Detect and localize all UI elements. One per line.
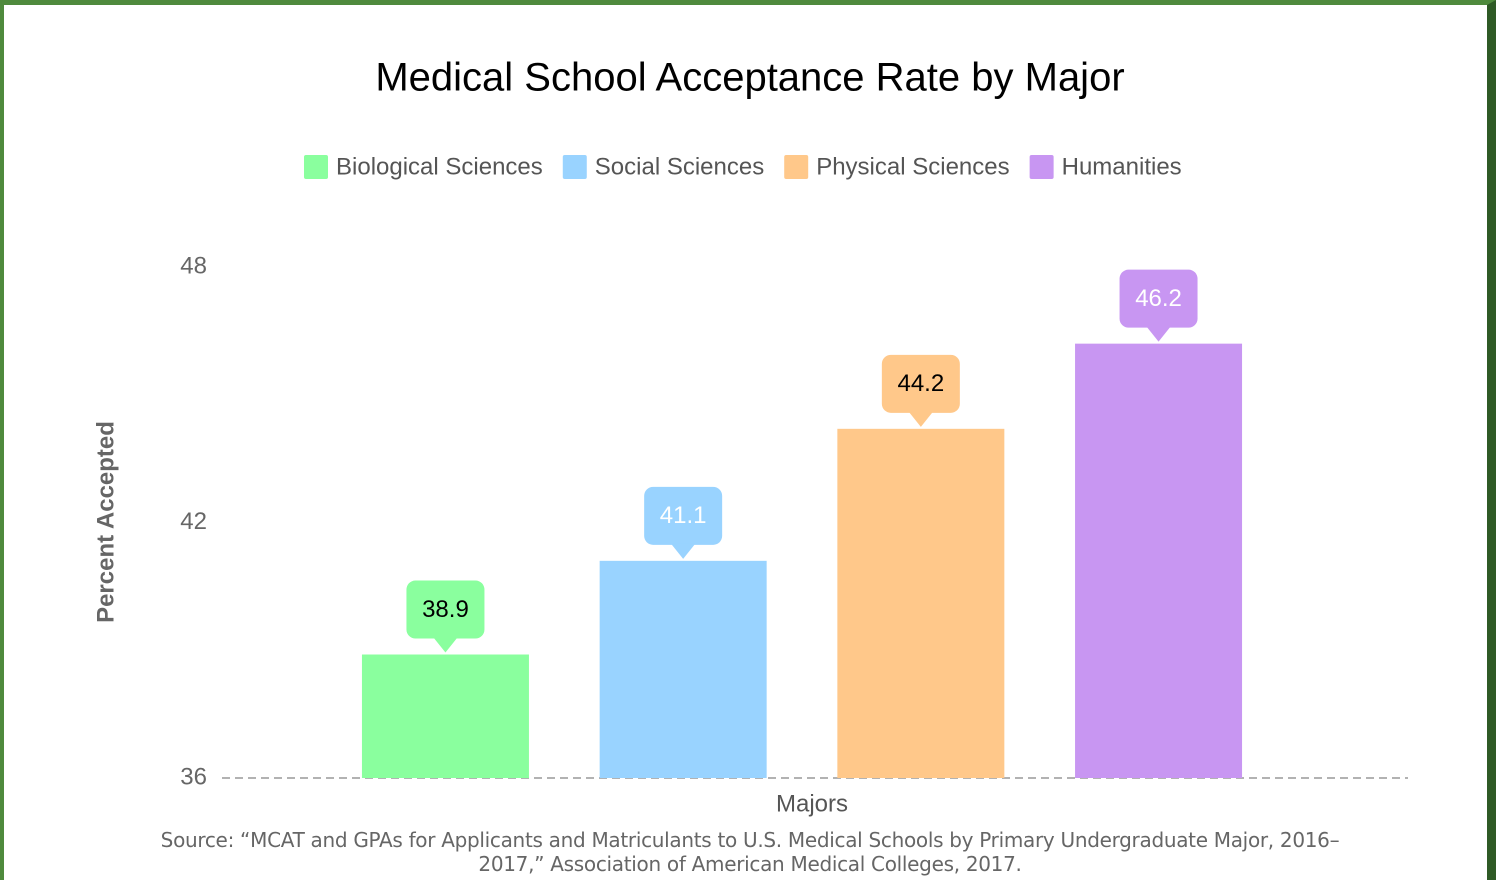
value-label: 38.9: [422, 596, 469, 623]
value-label: 46.2: [1135, 285, 1182, 312]
legend-label: Physical Sciences: [816, 153, 1009, 180]
bar: [361, 654, 529, 778]
legend-swatch: [304, 155, 328, 179]
value-label-box: [644, 486, 723, 545]
y-tick-label: 48: [180, 252, 207, 279]
value-label-box: [1119, 269, 1198, 328]
bar: [599, 560, 767, 778]
bar: [837, 428, 1005, 778]
legend-swatch: [784, 155, 809, 179]
legend-label: Biological Sciences: [336, 153, 543, 180]
value-label-pointer: [671, 543, 696, 559]
value-label-pointer: [908, 411, 933, 427]
value-label-pointer: [1146, 326, 1171, 342]
legend-label: Humanities: [1062, 153, 1182, 180]
y-tick-label: 42: [180, 508, 207, 535]
value-label-box: [406, 580, 485, 639]
legend-swatch: [562, 155, 587, 179]
value-label-box: [881, 354, 960, 413]
value-label: 41.1: [660, 502, 707, 529]
value-label-pointer: [433, 637, 458, 653]
x-axis-label: Majors: [776, 790, 848, 817]
chart-title: Medical School Acceptance Rate by Major: [375, 56, 1124, 100]
legend-label: Social Sciences: [595, 153, 764, 180]
bar: [1075, 343, 1243, 778]
legend-swatch: [1029, 155, 1054, 179]
y-axis-label: Percent Accepted: [92, 421, 119, 623]
value-label: 44.2: [897, 370, 944, 397]
y-tick-label: 36: [180, 763, 207, 790]
source-note: Source: “MCAT and GPAs for Applicants an…: [160, 828, 1340, 876]
